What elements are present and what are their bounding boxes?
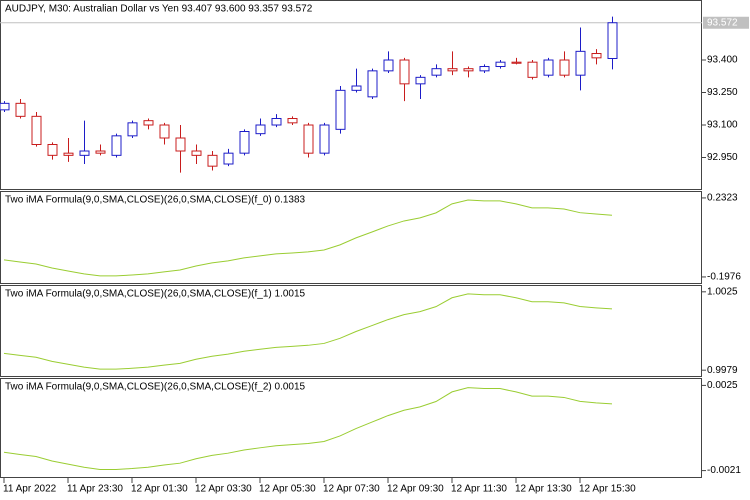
- pane-frame: [0, 0, 702, 190]
- candle-body: [223, 152, 234, 165]
- pane-title: AUDJPY, M30: Australian Dollar vs Yen 93…: [5, 4, 313, 15]
- candle-body: [367, 70, 378, 98]
- candle-body: [143, 120, 154, 126]
- y-tick-label: 1.0025: [707, 286, 738, 297]
- x-tick-label: 12 Apr 15:30: [579, 484, 636, 495]
- indicator-line: [3, 199, 613, 277]
- x-tick-label: 12 Apr 03:30: [195, 484, 252, 495]
- x-tick-label: 12 Apr 07:30: [323, 484, 380, 495]
- pane-title: Two iMA Formula(9,0,SMA,CLOSE)(26,0,SMA,…: [5, 195, 306, 206]
- candle-body: [607, 22, 618, 59]
- candle-body: [0, 102, 10, 111]
- candle-body: [351, 85, 362, 91]
- x-tick-label: 12 Apr 09:30: [387, 484, 444, 495]
- pane-frame: [0, 285, 702, 377]
- candle-body: [415, 76, 426, 85]
- pane-frame: [0, 378, 702, 478]
- candle-body: [591, 53, 602, 59]
- candle-body: [431, 68, 442, 76]
- candle-body: [287, 118, 298, 124]
- candle-body: [383, 59, 394, 72]
- x-tick-label: 11 Apr 23:30: [67, 484, 123, 495]
- y-tick-label: -0.0021: [707, 465, 741, 476]
- price-label: 93.572: [707, 17, 738, 28]
- candle-body: [543, 59, 554, 76]
- candle-body: [95, 150, 106, 154]
- y-tick-label: 0.0025: [707, 380, 738, 391]
- candle-body: [239, 131, 250, 154]
- pane-frame: [0, 191, 702, 284]
- candle-body: [479, 66, 490, 72]
- candle-body: [175, 137, 186, 152]
- candle-body: [303, 124, 314, 154]
- candle-body: [463, 68, 474, 72]
- candle-body: [495, 61, 506, 68]
- candle-body: [79, 150, 90, 156]
- candle-body: [559, 59, 570, 76]
- x-tick-label: 12 Apr 05:30: [259, 484, 316, 495]
- y-tick-label: 92.950: [707, 152, 738, 163]
- candle-body: [47, 144, 58, 156]
- candle-body: [111, 135, 122, 156]
- candle-body: [191, 150, 202, 156]
- pane-title: Two iMA Formula(9,0,SMA,CLOSE)(26,0,SMA,…: [5, 382, 306, 393]
- candle-body: [159, 124, 170, 139]
- candle-body: [527, 61, 538, 78]
- indicator-line: [3, 387, 613, 470]
- y-tick-label: 93.100: [707, 120, 738, 131]
- x-tick-label: 11 Apr 2022: [3, 484, 57, 495]
- candle-body: [63, 152, 74, 156]
- indicator-line: [3, 293, 613, 370]
- candle-body: [575, 50, 586, 76]
- y-tick-label: 93.250: [707, 87, 738, 98]
- y-tick-label: -0.1976: [707, 272, 741, 283]
- candle-body: [15, 102, 26, 117]
- candle-body: [399, 59, 410, 85]
- candle-body: [335, 89, 346, 130]
- candle-body: [127, 122, 138, 137]
- candle-body: [271, 118, 282, 126]
- candle-body: [511, 61, 522, 64]
- candle-body: [207, 154, 218, 167]
- x-tick-label: 12 Apr 13:30: [515, 484, 572, 495]
- x-tick-label: 12 Apr 11:30: [451, 484, 507, 495]
- candle-body: [447, 68, 458, 72]
- x-tick-label: 12 Apr 01:30: [131, 484, 188, 495]
- y-tick-label: 0.2323: [707, 193, 738, 204]
- y-tick-label: 93.400: [707, 55, 738, 66]
- pane-title: Two iMA Formula(9,0,SMA,CLOSE)(26,0,SMA,…: [5, 289, 306, 300]
- candle-body: [255, 124, 266, 135]
- candle-body: [31, 115, 42, 146]
- y-tick-label: 0.9979: [707, 365, 738, 376]
- price-label-bg: [703, 16, 749, 29]
- candle-body: [319, 124, 330, 154]
